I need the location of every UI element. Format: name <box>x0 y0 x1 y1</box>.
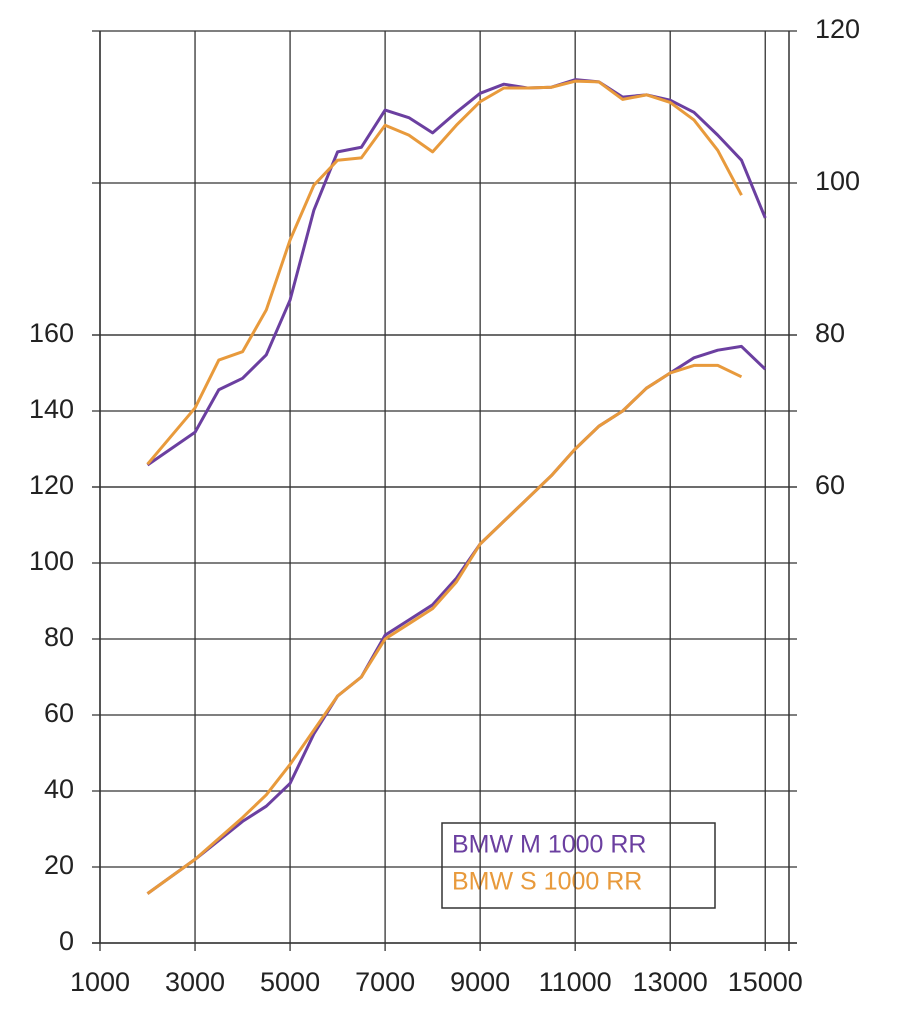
y-tick-label: 140 <box>29 394 74 424</box>
y2-tick-label: 60 <box>815 470 845 500</box>
y-tick-label: 60 <box>44 698 74 728</box>
series-line <box>146 344 767 895</box>
x-tick-label: 11000 <box>539 967 612 997</box>
y-tick-label: 0 <box>59 926 74 956</box>
y-tick-label: 120 <box>29 470 74 500</box>
x-tick-label: 1000 <box>70 967 130 997</box>
y-tick-label: 160 <box>29 318 74 348</box>
y2-tick-label: 100 <box>815 166 860 196</box>
legend: BMW M 1000 RR BMW S 1000 RR <box>441 822 716 909</box>
legend-label: BMW S 1000 RR <box>452 868 642 896</box>
y-tick-label: 20 <box>44 850 74 880</box>
y-tick-label: 100 <box>29 546 74 576</box>
series-line <box>146 79 743 466</box>
x-tick-label: 9000 <box>450 967 510 997</box>
legend-label: BMW M 1000 RR <box>452 831 646 859</box>
y-tick-label: 80 <box>44 622 74 652</box>
x-tick-label: 5000 <box>260 967 320 997</box>
legend-box <box>441 822 716 909</box>
x-tick-label: 7000 <box>355 967 415 997</box>
x-tick-label: 13000 <box>633 967 708 997</box>
y2-tick-label: 120 <box>815 14 860 44</box>
y2-tick-label: 80 <box>815 318 845 348</box>
x-tick-label: 15000 <box>728 967 803 997</box>
series-line <box>146 363 743 895</box>
x-tick-label: 3000 <box>165 967 225 997</box>
series-line <box>146 78 767 467</box>
y-tick-label: 40 <box>44 774 74 804</box>
